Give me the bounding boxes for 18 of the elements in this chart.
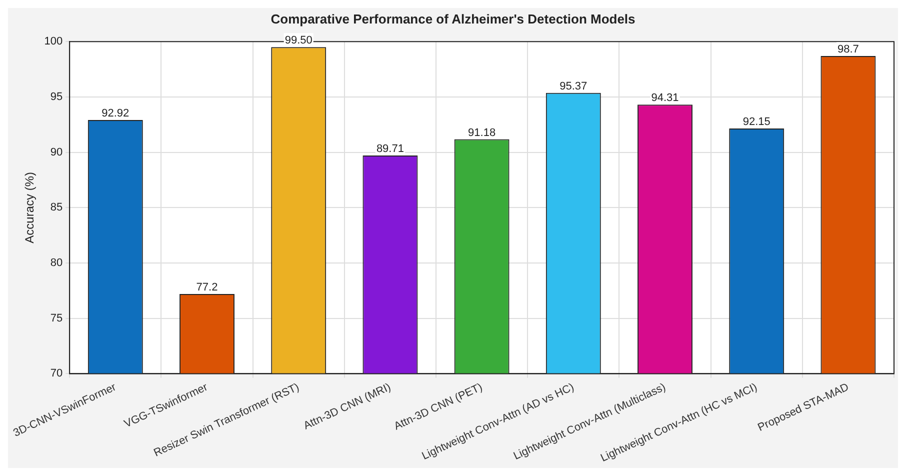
data-label: 98.7 <box>837 44 859 56</box>
data-label: 77.2 <box>196 282 218 294</box>
data-label: 94.31 <box>651 92 679 104</box>
y-tick-label: 95 <box>50 90 63 103</box>
y-tick-label: 90 <box>50 146 63 158</box>
data-label: 89.71 <box>376 143 404 156</box>
y-tick-label: 80 <box>50 257 63 270</box>
data-label: 92.92 <box>102 108 130 120</box>
y-tick-label: 85 <box>50 202 63 214</box>
y-tick-label: 75 <box>50 312 63 324</box>
data-label: 95.37 <box>560 80 588 92</box>
data-label: 91.18 <box>468 126 496 139</box>
y-tick-label: 70 <box>50 368 63 380</box>
y-tick-label: 100 <box>44 36 63 48</box>
y-axis-title: Accuracy (%) <box>22 172 36 244</box>
data-label: 99.50 <box>284 34 312 47</box>
data-label: 92.15 <box>742 116 770 128</box>
chart-title: Comparative Performance of Alzheimer's Detection Models <box>270 11 636 26</box>
